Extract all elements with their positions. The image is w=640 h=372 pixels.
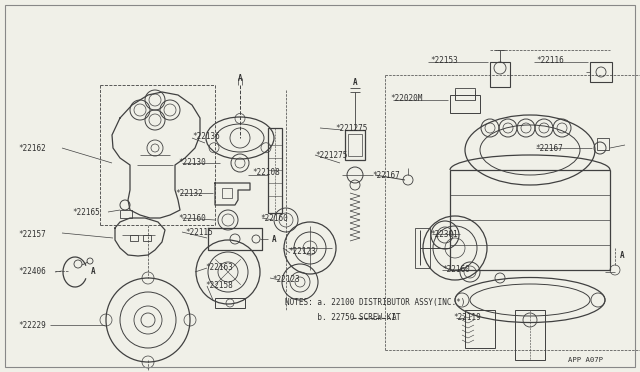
Text: NOTES: a. 22100 DISTRIBUTOR ASSY(INC.*): NOTES: a. 22100 DISTRIBUTOR ASSY(INC.*): [285, 298, 465, 307]
Text: *22119: *22119: [453, 314, 481, 323]
Text: *22116: *22116: [536, 55, 564, 64]
Text: *22167: *22167: [535, 144, 563, 153]
Bar: [120, 210, 132, 218]
Text: *22160: *22160: [442, 266, 470, 275]
Text: *22160: *22160: [260, 214, 288, 222]
Bar: [415, 228, 430, 268]
Bar: [490, 62, 510, 87]
Text: *22132: *22132: [175, 189, 203, 198]
Text: A: A: [353, 77, 357, 87]
Text: *22163: *22163: [205, 263, 233, 273]
Bar: [465, 310, 495, 348]
Bar: [455, 88, 475, 100]
Text: *22301: *22301: [430, 230, 458, 238]
Text: A: A: [392, 314, 397, 323]
Bar: [268, 128, 282, 213]
Text: *22158: *22158: [205, 282, 233, 291]
Text: APP A07P: APP A07P: [568, 357, 603, 363]
Text: *22153: *22153: [430, 55, 458, 64]
Text: *22136: *22136: [192, 131, 220, 141]
Bar: [215, 298, 245, 308]
Bar: [222, 188, 232, 198]
Text: *22162: *22162: [18, 144, 45, 153]
Bar: [515, 310, 545, 360]
Text: *22160: *22160: [178, 214, 205, 222]
Text: *22108: *22108: [252, 167, 280, 176]
Text: *22123: *22123: [272, 276, 300, 285]
Text: *221275: *221275: [335, 124, 367, 132]
Bar: [450, 170, 610, 270]
Bar: [348, 134, 362, 156]
Text: b. 22750 SCREW KIT: b. 22750 SCREW KIT: [285, 314, 401, 323]
Text: *22123: *22123: [288, 247, 316, 257]
Text: A: A: [91, 267, 95, 276]
Text: *22406: *22406: [18, 266, 45, 276]
Bar: [130, 235, 138, 241]
Text: *22130: *22130: [178, 157, 205, 167]
Text: A: A: [272, 234, 276, 244]
Text: *22167: *22167: [372, 170, 400, 180]
Text: *22020M: *22020M: [390, 93, 422, 103]
Text: A: A: [620, 250, 624, 260]
Bar: [450, 95, 480, 113]
Text: *22115: *22115: [185, 228, 212, 237]
Bar: [345, 130, 365, 160]
Text: *22157: *22157: [18, 230, 45, 238]
Bar: [590, 62, 612, 82]
Text: *22229: *22229: [18, 321, 45, 330]
Bar: [597, 138, 609, 150]
Text: A: A: [237, 74, 243, 83]
Bar: [143, 235, 151, 241]
Text: *221275: *221275: [315, 151, 348, 160]
Text: *22165: *22165: [72, 208, 100, 217]
